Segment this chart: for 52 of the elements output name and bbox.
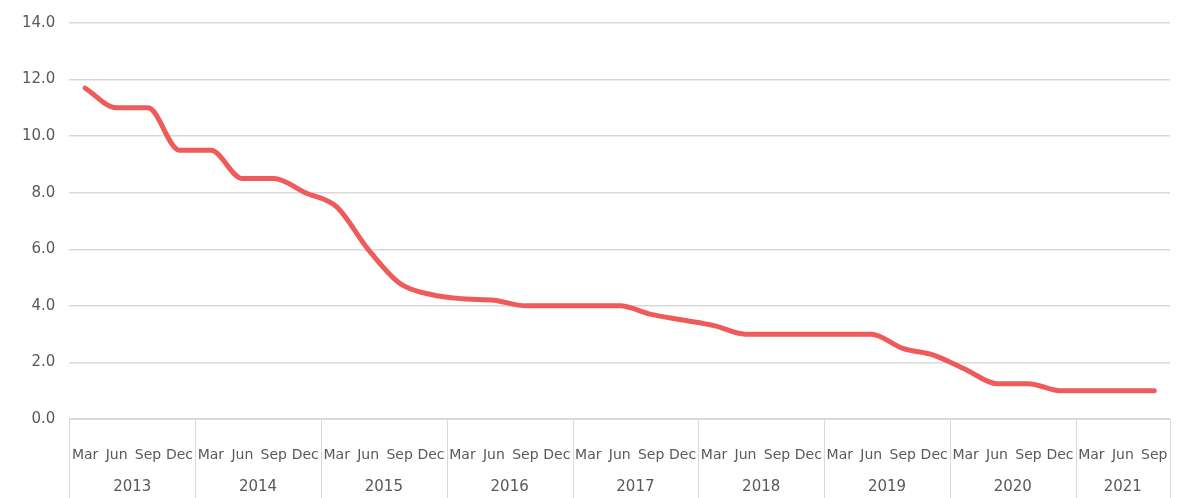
x-tick-label: Jun <box>985 446 1008 463</box>
x-tick-label: Jun <box>607 446 631 463</box>
x-tick-label: Dec <box>543 446 571 463</box>
text: 2016 <box>490 476 529 495</box>
text: 2017 <box>616 476 655 495</box>
x-tick-label: Dec <box>920 446 948 463</box>
x-tick-label: Sep <box>134 446 162 463</box>
text: 2018 <box>742 476 781 495</box>
text: 2021 <box>1103 476 1142 495</box>
x-tick-label: Mar <box>952 446 980 463</box>
y-tick-label: 12.0 <box>21 69 56 88</box>
x-tick-label: Mar <box>323 446 351 463</box>
x-tick-label: Jun <box>230 446 254 463</box>
text: 2015 <box>364 476 403 495</box>
x-tick-label: Sep <box>637 446 665 463</box>
x-tick-label: Dec <box>165 446 194 463</box>
x-tick-label: Sep <box>889 446 917 463</box>
x-tick-label: Mar <box>575 446 602 463</box>
x-tick-label: Jun <box>733 446 757 463</box>
x-tick-label: Jun <box>859 446 883 463</box>
x-tick-label: Dec <box>417 446 445 463</box>
x-tick-label: Sep <box>260 446 288 463</box>
x-tick-label: Dec <box>669 446 697 463</box>
x-tick-label: Mar <box>1078 446 1105 463</box>
text: 2014 <box>238 476 278 495</box>
x-tick-label: Mar <box>197 446 225 463</box>
x-tick-label: Jun <box>481 446 505 463</box>
y-tick-label: 2.0 <box>31 352 56 371</box>
x-tick-label: Sep <box>1015 446 1042 463</box>
text: 2020 <box>993 476 1032 495</box>
x-tick-label: Sep <box>386 446 413 463</box>
x-tick-label: Sep <box>763 446 791 463</box>
x-tick-label: Mar <box>449 446 476 463</box>
y-tick-label: 10.0 <box>21 126 56 145</box>
text: 2013 <box>113 476 152 495</box>
x-tick-label: Jun <box>104 446 128 463</box>
x-tick-label: Dec <box>291 446 319 463</box>
y-tick-label: 4.0 <box>31 295 56 314</box>
y-tick-label: 8.0 <box>31 182 56 201</box>
x-tick-label: Dec <box>794 446 822 463</box>
x-tick-label: Sep <box>512 446 539 463</box>
x-tick-label: Dec <box>1046 446 1074 463</box>
y-tick-label: 0.0 <box>31 408 56 427</box>
x-tick-label: Mar <box>71 446 99 463</box>
x-tick-label: Jun <box>356 446 380 463</box>
x-tick-label: Jun <box>1110 446 1134 463</box>
y-tick-label: 6.0 <box>31 239 56 258</box>
x-tick-label: Sep <box>1141 446 1168 463</box>
x-tick-label: Mar <box>700 446 728 463</box>
y-tick-label: 14.0 <box>21 12 56 31</box>
x-tick-label: Mar <box>826 446 854 463</box>
text: 2019 <box>867 476 907 495</box>
